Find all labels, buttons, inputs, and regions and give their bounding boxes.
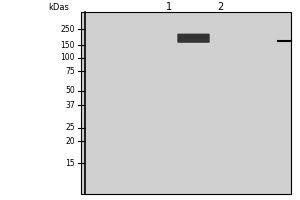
Text: 15: 15 [65, 158, 75, 168]
FancyBboxPatch shape [177, 34, 210, 43]
Text: 1: 1 [167, 2, 172, 12]
Text: 25: 25 [65, 123, 75, 132]
Bar [81, 12, 291, 194]
Text: 75: 75 [65, 66, 75, 75]
Text: 20: 20 [65, 136, 75, 146]
Text: 50: 50 [65, 86, 75, 95]
Text: kDas: kDas [48, 2, 69, 11]
Text: 2: 2 [218, 2, 224, 12]
Text: 37: 37 [65, 100, 75, 110]
Bar [81, 12, 291, 194]
Text: 150: 150 [61, 40, 75, 49]
Text: 250: 250 [61, 24, 75, 33]
Text: 100: 100 [61, 53, 75, 62]
